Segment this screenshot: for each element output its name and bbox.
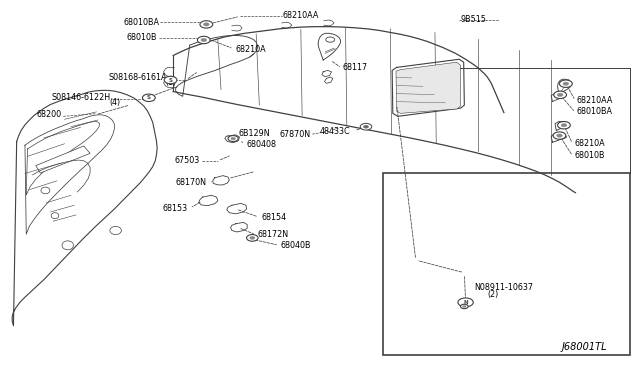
Text: 68040B: 68040B — [280, 241, 311, 250]
Circle shape — [554, 91, 566, 99]
Circle shape — [557, 134, 563, 137]
Polygon shape — [36, 146, 90, 173]
Text: 68200: 68200 — [36, 110, 61, 119]
Circle shape — [557, 93, 563, 96]
Text: S08146-6122H: S08146-6122H — [51, 93, 111, 102]
Text: 68010B: 68010B — [574, 151, 605, 160]
Bar — [383, 173, 630, 355]
Text: 67870N: 67870N — [279, 130, 310, 140]
Text: 68170N: 68170N — [175, 178, 206, 187]
Text: 68210AA: 68210AA — [577, 96, 613, 105]
Circle shape — [246, 235, 258, 241]
Text: 68210A: 68210A — [236, 45, 266, 54]
Circle shape — [204, 23, 209, 26]
Circle shape — [561, 124, 567, 127]
Text: 9B515: 9B515 — [461, 15, 486, 24]
Text: S: S — [147, 95, 151, 100]
Polygon shape — [396, 62, 461, 113]
Text: (2): (2) — [487, 290, 499, 299]
Circle shape — [553, 132, 566, 139]
Circle shape — [557, 122, 570, 129]
Text: 68210A: 68210A — [574, 139, 605, 148]
Circle shape — [200, 21, 212, 28]
Text: S: S — [168, 77, 173, 83]
Circle shape — [326, 37, 335, 42]
Circle shape — [559, 80, 572, 87]
Text: 680408: 680408 — [246, 140, 276, 149]
Text: 68010BA: 68010BA — [577, 108, 612, 116]
Text: N: N — [463, 300, 468, 305]
Circle shape — [197, 36, 210, 44]
Text: J68001TL: J68001TL — [561, 342, 607, 352]
Text: 68172N: 68172N — [257, 230, 289, 240]
Text: 68010B: 68010B — [126, 33, 157, 42]
Text: (1): (1) — [165, 78, 176, 87]
Text: 67503: 67503 — [175, 156, 200, 165]
Circle shape — [250, 236, 255, 240]
Circle shape — [458, 298, 473, 307]
Circle shape — [231, 137, 236, 140]
Circle shape — [143, 94, 156, 102]
Text: 68117: 68117 — [343, 63, 368, 72]
Circle shape — [461, 304, 468, 309]
Text: 6B129N: 6B129N — [238, 128, 270, 138]
Circle shape — [563, 82, 569, 86]
Text: 68153: 68153 — [162, 205, 187, 214]
Text: 68210AA: 68210AA — [283, 11, 319, 20]
Text: S08168-6161A: S08168-6161A — [108, 73, 167, 82]
Circle shape — [164, 76, 177, 84]
Text: (4): (4) — [109, 98, 120, 107]
Text: 68154: 68154 — [261, 213, 286, 222]
Circle shape — [201, 38, 207, 42]
Text: N08911-10637: N08911-10637 — [474, 283, 534, 292]
Circle shape — [360, 124, 372, 130]
Circle shape — [463, 305, 466, 307]
Circle shape — [228, 136, 238, 141]
Text: 68010BA: 68010BA — [123, 18, 159, 27]
Circle shape — [364, 125, 369, 128]
Text: 48433C: 48433C — [320, 126, 351, 136]
